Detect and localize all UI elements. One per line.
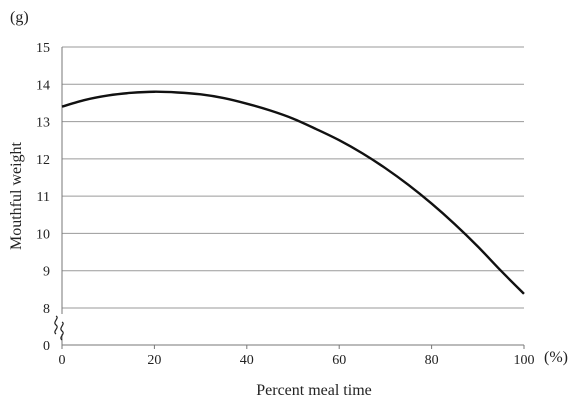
x-tick-label-100: 100 bbox=[514, 353, 535, 368]
x-tick-label-40: 40 bbox=[240, 353, 254, 368]
y-unit-label: (g) bbox=[10, 9, 29, 26]
y-tick-label-15: 15 bbox=[36, 41, 50, 56]
axes bbox=[61, 47, 525, 349]
y-tick-label-0: 0 bbox=[43, 339, 50, 354]
y-tick-label-14: 14 bbox=[36, 78, 50, 93]
y-tick-label-9: 9 bbox=[43, 265, 50, 280]
grid-lines bbox=[62, 46, 524, 309]
axis-break-squiggle-1 bbox=[54, 315, 58, 335]
y-tick-label-12: 12 bbox=[36, 153, 50, 168]
y-tick-label-8: 8 bbox=[43, 302, 50, 317]
series-layer bbox=[61, 90, 525, 295]
x-tick-label-0: 0 bbox=[59, 353, 66, 368]
y-tick-label-11: 11 bbox=[37, 190, 50, 205]
axis-break-squiggle-2 bbox=[60, 321, 64, 341]
y-tick-label-10: 10 bbox=[36, 227, 50, 242]
x-tick-label-80: 80 bbox=[425, 353, 439, 368]
x-tick-label-20: 20 bbox=[147, 353, 161, 368]
y-tick-label-13: 13 bbox=[36, 116, 50, 131]
x-unit-label: (%) bbox=[544, 349, 568, 366]
y-axis-title: Mouthful weight bbox=[8, 141, 25, 250]
axis-break-mark bbox=[54, 315, 64, 341]
x-tick-label-60: 60 bbox=[332, 353, 346, 368]
x-axis-title: Percent meal time bbox=[256, 382, 372, 399]
series-line-1 bbox=[61, 90, 525, 295]
tick-labels: 0 8 9 10 11 12 13 14 15 0 20 40 60 80 100 bbox=[36, 41, 535, 368]
